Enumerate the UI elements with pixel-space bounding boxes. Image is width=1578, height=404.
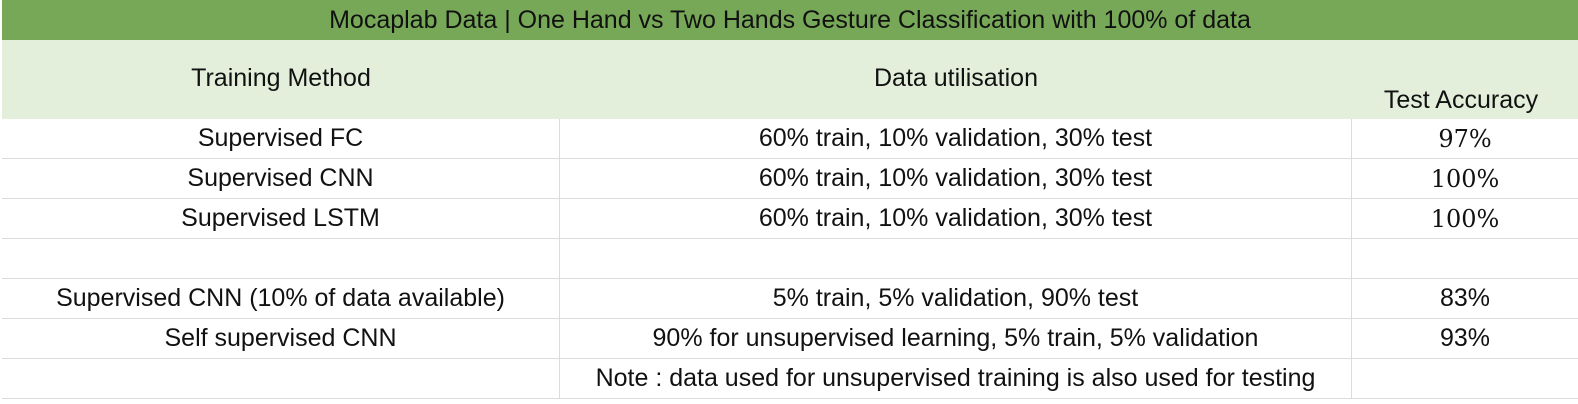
cell-note[interactable]: Note : data used for unsupervised traini…: [560, 359, 1352, 398]
cell-test-accuracy[interactable]: 83%: [1439, 284, 1491, 312]
table-row: [2, 239, 1578, 279]
cell-training-method[interactable]: Self supervised CNN: [2, 319, 560, 358]
header-row: Training Method Data utilisation Test Ac…: [2, 40, 1578, 119]
table-title: Mocaplab Data | One Hand vs Two Hands Ge…: [329, 5, 1251, 34]
cell-test-accuracy[interactable]: 100%: [1430, 164, 1500, 193]
cell-data-utilisation[interactable]: 60% train, 10% validation, 30% test: [560, 199, 1352, 238]
table-row: Self supervised CNN 90% for unsupervised…: [2, 319, 1578, 359]
header-data-utilisation[interactable]: Data utilisation: [874, 64, 1038, 92]
cell-data-utilisation[interactable]: 5% train, 5% validation, 90% test: [560, 279, 1352, 318]
cell-training-method[interactable]: [2, 239, 560, 278]
cell-test-accuracy[interactable]: [1352, 239, 1578, 278]
table-row: Supervised CNN (10% of data available) 5…: [2, 279, 1578, 319]
table-row: Supervised CNN 60% train, 10% validation…: [2, 159, 1578, 199]
cell-test-accuracy[interactable]: 93%: [1439, 324, 1491, 352]
table-body: Supervised FC 60% train, 10% validation,…: [2, 119, 1578, 399]
table-row: Supervised LSTM 60% train, 10% validatio…: [2, 199, 1578, 239]
table-row: Note : data used for unsupervised traini…: [2, 359, 1578, 399]
cell-training-method[interactable]: Supervised FC: [2, 119, 560, 158]
cell-data-utilisation[interactable]: 60% train, 10% validation, 30% test: [560, 119, 1352, 158]
cell-data-utilisation[interactable]: 90% for unsupervised learning, 5% train,…: [560, 319, 1352, 358]
cell-data-utilisation[interactable]: 60% train, 10% validation, 30% test: [560, 159, 1352, 198]
cell-data-utilisation[interactable]: [560, 239, 1352, 278]
cell-training-method[interactable]: [2, 359, 560, 398]
table-title-bar[interactable]: Mocaplab Data | One Hand vs Two Hands Ge…: [2, 0, 1578, 40]
header-training-method[interactable]: Training Method: [191, 64, 371, 92]
table-row: Supervised FC 60% train, 10% validation,…: [2, 119, 1578, 159]
cell-test-accuracy[interactable]: [1352, 359, 1578, 398]
cell-test-accuracy[interactable]: 100%: [1430, 204, 1500, 233]
cell-training-method[interactable]: Supervised CNN (10% of data available): [2, 279, 560, 318]
header-test-accuracy[interactable]: Test Accuracy: [1383, 86, 1539, 114]
cell-training-method[interactable]: Supervised CNN: [2, 159, 560, 198]
cell-test-accuracy[interactable]: 97%: [1438, 124, 1492, 153]
cell-training-method[interactable]: Supervised LSTM: [2, 199, 560, 238]
